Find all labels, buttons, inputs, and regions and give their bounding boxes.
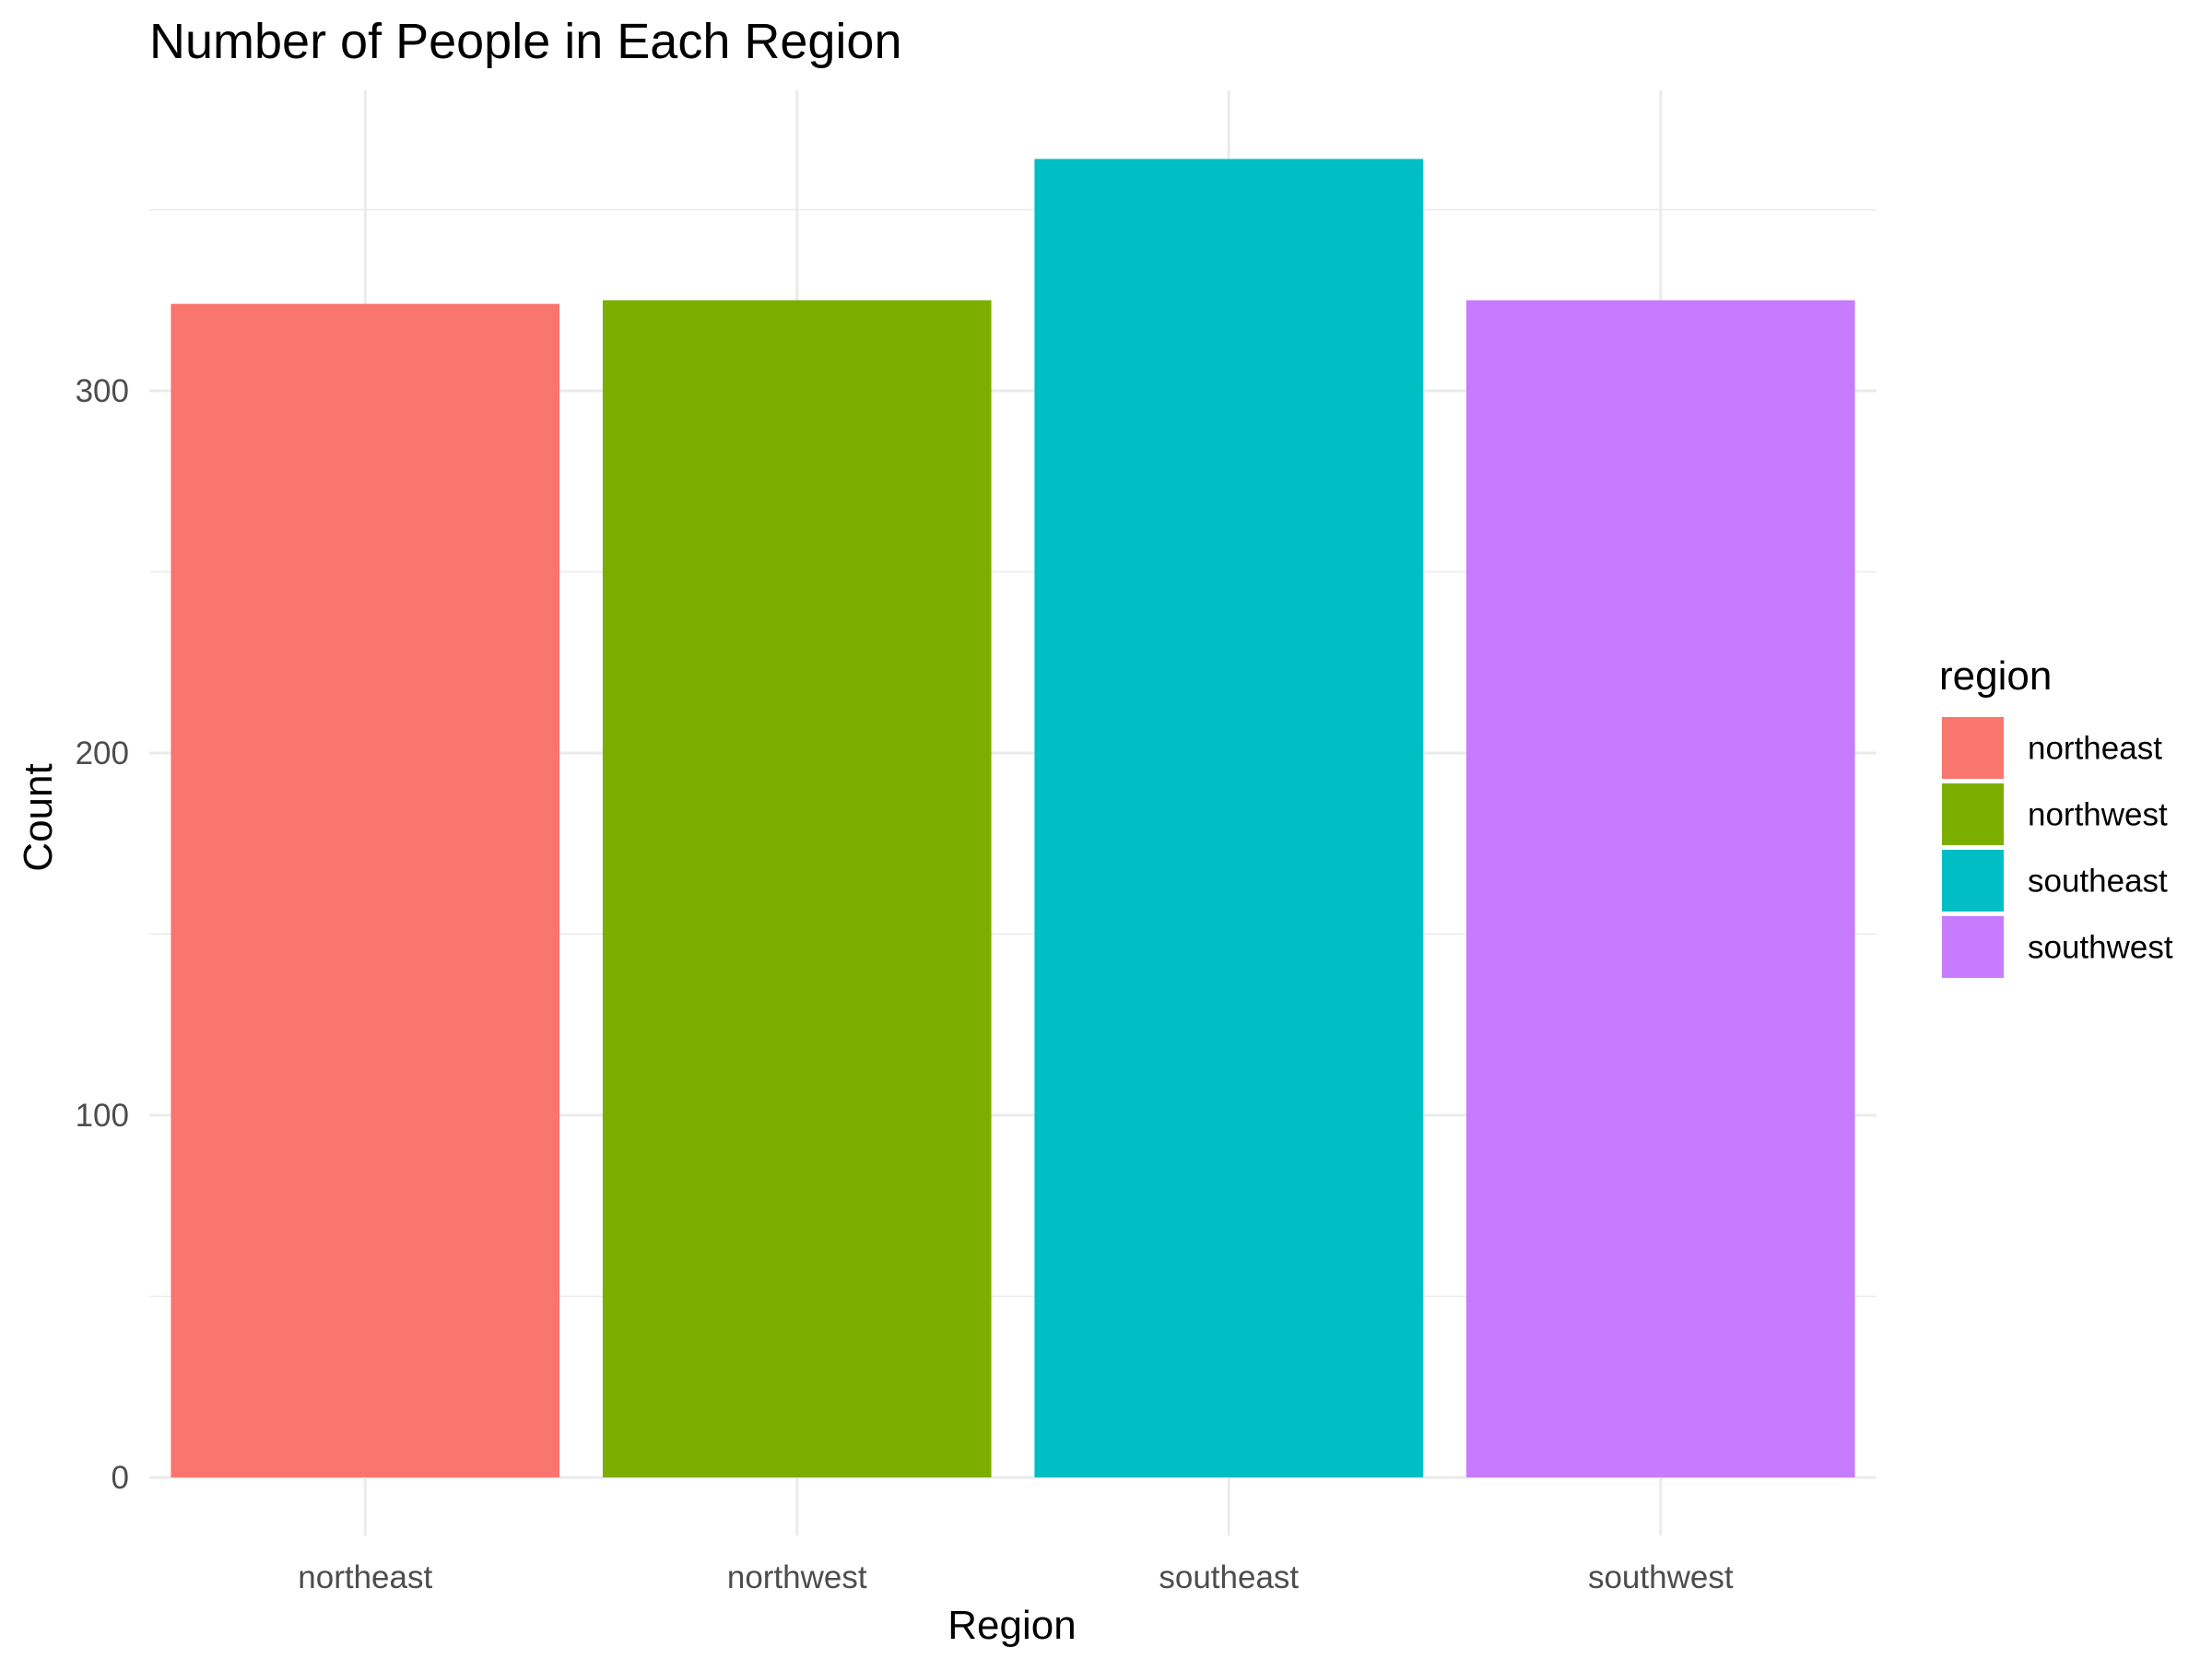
- y-tick-label: 200: [76, 735, 129, 771]
- legend-title: region: [1939, 653, 2052, 699]
- bar-northwest: [602, 300, 992, 1477]
- x-tick-label: northeast: [298, 1559, 432, 1595]
- x-axis-title: Region: [947, 1603, 1076, 1648]
- bar-southeast: [1034, 159, 1424, 1478]
- y-tick-label: 0: [112, 1460, 129, 1496]
- y-tick-label: 300: [76, 373, 129, 409]
- x-tick-label: southwest: [1588, 1559, 1734, 1595]
- legend-label-southeast: southeast: [2028, 864, 2168, 900]
- legend-label-northwest: northwest: [2028, 797, 2168, 833]
- x-tick-label: northwest: [727, 1559, 867, 1595]
- legend-label-northeast: northeast: [2028, 731, 2162, 767]
- bars: [171, 159, 1855, 1478]
- y-tick-label: 100: [76, 1098, 129, 1134]
- y-axis-title: Count: [16, 763, 61, 871]
- legend-key-southeast: [1942, 850, 2004, 912]
- legend-key-northeast: [1942, 717, 2004, 779]
- x-tick-label: southeast: [1159, 1559, 1299, 1595]
- bar-southwest: [1465, 300, 1855, 1477]
- legend-key-northwest: [1942, 783, 2004, 845]
- legend-key-southwest: [1942, 916, 2004, 978]
- tick-labels: 0 100 200 300 northeast northwest southeast sou…: [76, 373, 1734, 1595]
- legend-label-southwest: southwest: [2028, 930, 2173, 966]
- chart-title: Number of People in Each Region: [149, 14, 902, 69]
- legend: region northeast northwest southeast southw…: [1939, 653, 2173, 978]
- bar-northeast: [171, 303, 560, 1478]
